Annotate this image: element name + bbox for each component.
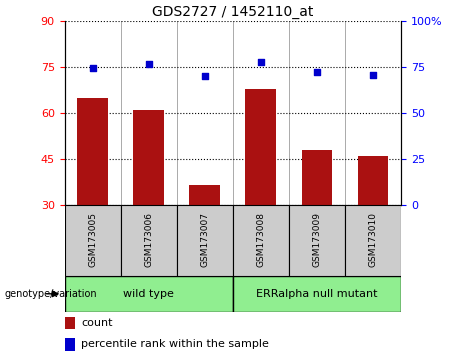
Text: GSM173009: GSM173009 xyxy=(313,212,321,267)
Point xyxy=(201,73,208,78)
Bar xyxy=(65,316,75,329)
Bar xyxy=(65,338,75,350)
Text: count: count xyxy=(82,318,113,328)
Bar xyxy=(301,150,332,205)
Title: GDS2727 / 1452110_at: GDS2727 / 1452110_at xyxy=(152,5,313,19)
Bar xyxy=(77,98,108,205)
Point xyxy=(89,65,96,71)
Text: GSM173008: GSM173008 xyxy=(256,212,266,267)
Bar xyxy=(233,205,289,276)
Text: ERRalpha null mutant: ERRalpha null mutant xyxy=(256,289,378,299)
Bar xyxy=(65,276,233,312)
Bar xyxy=(121,205,177,276)
Bar xyxy=(189,185,220,205)
Text: wild type: wild type xyxy=(123,289,174,299)
Point xyxy=(369,72,377,78)
Bar xyxy=(177,205,233,276)
Bar xyxy=(65,205,121,276)
Bar xyxy=(245,89,276,205)
Text: genotype/variation: genotype/variation xyxy=(5,289,97,299)
Point xyxy=(145,61,152,67)
Text: GSM173010: GSM173010 xyxy=(368,212,378,267)
Text: GSM173006: GSM173006 xyxy=(144,212,153,267)
Point xyxy=(257,59,265,64)
Bar xyxy=(345,205,401,276)
Bar xyxy=(289,205,345,276)
Text: GSM173007: GSM173007 xyxy=(200,212,209,267)
Bar xyxy=(133,110,164,205)
Bar xyxy=(358,156,389,205)
Text: percentile rank within the sample: percentile rank within the sample xyxy=(82,339,269,349)
Text: GSM173005: GSM173005 xyxy=(88,212,97,267)
Point xyxy=(313,69,321,75)
Bar xyxy=(233,276,401,312)
